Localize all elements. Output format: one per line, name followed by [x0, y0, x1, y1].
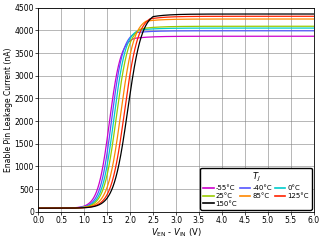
- 0°C: [84, 205, 88, 208]
- Line: 25°C: 25°C: [38, 26, 314, 208]
- 125°C: [68, 207, 72, 209]
- -40°C: [84, 205, 88, 208]
- Legend: -55°C, 25°C, 150°C, -40°C, 85°C, , 0°C, 125°C: -55°C, 25°C, 150°C, -40°C, 85°C, , 0°C, …: [200, 168, 312, 210]
- 0°C: [36, 207, 40, 210]
- -40°C: [307, 29, 310, 32]
- 150°C: [154, 15, 158, 18]
- 150°C: [68, 207, 72, 209]
- 150°C: [307, 13, 310, 16]
- 125°C: [36, 207, 40, 210]
- 25°C: [142, 27, 146, 30]
- -55°C: [154, 35, 158, 38]
- 85°C: [84, 206, 88, 209]
- Line: 150°C: 150°C: [38, 14, 314, 208]
- 150°C: [84, 206, 88, 209]
- 85°C: [307, 17, 310, 20]
- Y-axis label: Enable Pin Leakage Current (nA): Enable Pin Leakage Current (nA): [4, 47, 13, 172]
- 0°C: [142, 28, 146, 31]
- 85°C: [312, 17, 316, 20]
- -55°C: [307, 35, 310, 38]
- 85°C: [277, 17, 281, 20]
- 150°C: [142, 28, 146, 31]
- -40°C: [312, 29, 316, 32]
- 25°C: [84, 205, 88, 208]
- 0°C: [277, 27, 281, 30]
- Line: 85°C: 85°C: [38, 19, 314, 208]
- 25°C: [36, 207, 40, 210]
- 150°C: [36, 207, 40, 210]
- Line: -55°C: -55°C: [38, 36, 314, 208]
- 25°C: [307, 25, 310, 28]
- 150°C: [312, 13, 316, 16]
- -40°C: [36, 207, 40, 210]
- Line: 0°C: 0°C: [38, 28, 314, 208]
- 25°C: [68, 207, 72, 209]
- -40°C: [154, 30, 158, 33]
- 85°C: [154, 19, 158, 22]
- 125°C: [154, 17, 158, 19]
- -55°C: [84, 204, 88, 207]
- 85°C: [68, 207, 72, 209]
- 125°C: [277, 15, 281, 18]
- X-axis label: $V_{\mathregular{EN}}$ - $V_{\mathregular{IN}}$ (V): $V_{\mathregular{EN}}$ - $V_{\mathregula…: [151, 226, 201, 239]
- 125°C: [84, 206, 88, 209]
- -40°C: [277, 29, 281, 32]
- 125°C: [312, 15, 316, 18]
- -55°C: [142, 36, 146, 39]
- -40°C: [142, 30, 146, 33]
- -55°C: [36, 207, 40, 210]
- 150°C: [277, 13, 281, 16]
- 25°C: [312, 25, 316, 28]
- -55°C: [277, 35, 281, 38]
- 125°C: [307, 15, 310, 18]
- Line: 125°C: 125°C: [38, 16, 314, 208]
- 25°C: [277, 25, 281, 28]
- 85°C: [142, 21, 146, 24]
- 125°C: [142, 24, 146, 26]
- 0°C: [307, 27, 310, 30]
- 85°C: [36, 207, 40, 210]
- -40°C: [68, 207, 72, 209]
- 0°C: [68, 207, 72, 209]
- -55°C: [68, 207, 72, 209]
- 0°C: [312, 27, 316, 30]
- Line: -40°C: -40°C: [38, 31, 314, 208]
- 25°C: [154, 26, 158, 29]
- 0°C: [154, 27, 158, 30]
- -55°C: [312, 35, 316, 38]
